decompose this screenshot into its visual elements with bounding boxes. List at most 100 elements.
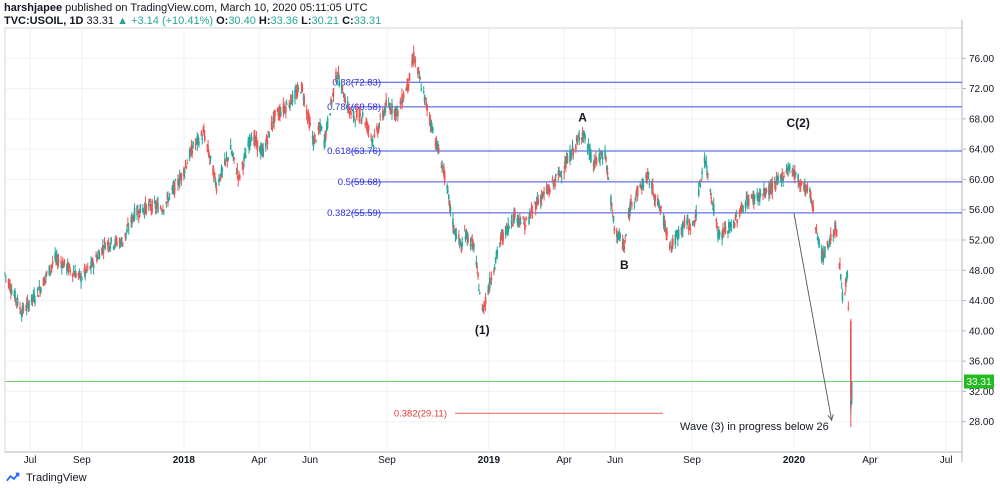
candle-body [372, 145, 375, 147]
y-tick-label: 40.00 [969, 326, 994, 337]
candle-body [845, 278, 848, 282]
candle-body [42, 278, 45, 287]
candle-body [215, 188, 218, 191]
candle-body [703, 157, 706, 163]
candle-body [107, 241, 109, 246]
x-tick-label: Apr [251, 455, 267, 466]
candle-body [471, 238, 474, 250]
candle-body [185, 166, 188, 169]
candle-body [710, 197, 713, 200]
candle-body [389, 107, 392, 113]
candle-body [68, 263, 71, 268]
candle-body [219, 180, 221, 181]
candle-body [291, 94, 294, 103]
candle-body [151, 200, 153, 213]
candle-body [730, 224, 733, 228]
candle-body [814, 227, 817, 230]
candle-body [551, 179, 554, 182]
candle-body [289, 103, 291, 108]
candle-body [827, 246, 830, 248]
candle-body [108, 246, 111, 250]
candle-body [297, 88, 300, 89]
candle-body [745, 196, 748, 198]
candle-body [177, 178, 179, 185]
candle-body [244, 153, 246, 154]
candle-body [448, 194, 450, 200]
candle-body [142, 208, 144, 213]
candle-body [188, 149, 191, 159]
y-tick-label: 64.00 [969, 145, 994, 156]
candle-body [762, 194, 764, 196]
candle-body [508, 225, 510, 229]
candle-body [413, 60, 416, 63]
candle-body [19, 306, 21, 310]
candle-body [236, 169, 239, 173]
candle-body [528, 216, 530, 224]
candle-body [478, 292, 481, 295]
candle-body [180, 173, 183, 181]
candle-body [417, 70, 420, 72]
candle-body [218, 178, 220, 183]
candle-body [103, 240, 106, 243]
candle-body [241, 161, 244, 166]
candle-body [734, 215, 737, 221]
author-name[interactable]: harshjapee [4, 2, 63, 14]
candle-body [54, 253, 56, 260]
candle-body [101, 247, 103, 254]
candle-body [759, 193, 762, 196]
candle-body [757, 196, 759, 199]
candle-body [595, 155, 597, 163]
candle-body [506, 228, 509, 235]
candle-body [582, 133, 585, 138]
candle-body [50, 267, 52, 269]
footer-brand[interactable]: TradingView [6, 472, 87, 484]
candle-body [723, 227, 726, 231]
candle-body [578, 136, 580, 142]
candle-body [717, 232, 719, 238]
candle-body [161, 211, 163, 213]
candle-body [213, 171, 215, 181]
candle-body [367, 125, 370, 131]
candle-body [219, 173, 222, 180]
candle-body [584, 134, 586, 141]
candle-body [142, 208, 145, 212]
candle-body [712, 208, 714, 210]
candle-body [701, 171, 703, 174]
candle-body [78, 271, 81, 272]
candle-body [733, 223, 736, 228]
candle-body [365, 121, 367, 124]
candle-body [125, 232, 127, 235]
candle-body [350, 112, 352, 115]
candle-body [77, 273, 80, 276]
candle-body [120, 238, 122, 240]
candle-body [628, 212, 631, 220]
candle-body [203, 135, 206, 141]
candle-body [460, 248, 463, 252]
candle-body [611, 212, 614, 214]
candle-body [45, 273, 47, 278]
candle-body [20, 313, 22, 315]
candle-body [850, 321, 852, 399]
candle-body [331, 93, 334, 95]
candle-body [422, 91, 425, 94]
candle-body [290, 103, 293, 105]
current-price-label: 33.31 [966, 377, 991, 388]
candle-body [114, 238, 117, 245]
candle-body [751, 195, 754, 198]
candle-body [694, 215, 697, 219]
candle-body [558, 170, 560, 175]
candle-body [670, 246, 672, 251]
candle-body [285, 106, 287, 113]
candle-body [266, 139, 269, 145]
x-tick-label: 2019 [478, 455, 501, 466]
candle-body [804, 184, 807, 194]
candle-body [213, 173, 216, 176]
candle-body [763, 188, 765, 194]
candle-body [453, 231, 456, 235]
candle-body [699, 185, 702, 187]
candle-body [86, 266, 89, 268]
y-tick-label: 44.00 [969, 296, 994, 307]
x-tick-label: Jul [24, 455, 37, 466]
candle-body [722, 228, 724, 233]
